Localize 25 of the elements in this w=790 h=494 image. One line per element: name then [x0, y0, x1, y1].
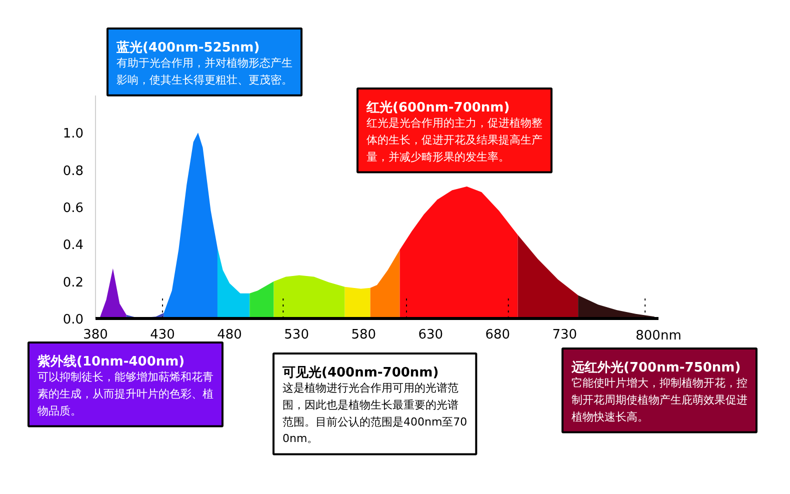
x-tick-label: 630: [418, 328, 444, 342]
x-tick-label: 530: [284, 328, 309, 342]
y-tick-label: 0.2: [62, 275, 84, 290]
y-tick-label: 0.4: [62, 238, 84, 254]
x-tick-label: 430: [150, 328, 175, 342]
x-tick-label: 480: [217, 328, 242, 342]
x-tick-label: 730: [552, 328, 578, 342]
x-tick-label: 380: [83, 328, 108, 342]
y-tick-label: 1.0: [62, 126, 84, 142]
text: 蓝光(400nm-525nm): [116, 40, 260, 56]
x-tick-label: 800nm: [636, 328, 682, 344]
annotation: 红光(600nm-700nm): [366, 100, 510, 116]
y-tick-label: 0.8: [62, 164, 84, 179]
x-tick-label: 580: [351, 328, 376, 342]
y-tick-label: 0.0: [62, 312, 84, 328]
text: 紫外线(10nm-400nm): [36, 354, 185, 370]
text: 可以抑制徒长，能够增加萜烯和花青素的生成，从而提升叶片的色彩、植物品质。: [38, 370, 214, 418]
text: 远红外光(700nm-750nm): [570, 360, 741, 376]
text: 有助于光合作用，并对植物形态产生影响，使其生长得更粗壮、更茂密。: [116, 56, 292, 86]
x-tick-label: 680: [485, 328, 510, 342]
annotation: 红光是光合作用的主力，促进植物整体的生长，促进开花及结果提高生产量，并减少畸形果的发生率。: [366, 116, 542, 164]
text: 它能使叶片增大，抑制植物开花，控制开花周期使植物产生庇萌效果促进植物快速长高。: [572, 376, 748, 424]
y-tick-label: 0.6: [62, 201, 84, 216]
text: 这是植物进行光合作用可用的光谱范围，因此也是植物生长最重要的光谱范围。目前公认的范围是400nm至700nm。: [282, 382, 468, 446]
text: 可见光(400nm-700nm): [282, 366, 439, 380]
